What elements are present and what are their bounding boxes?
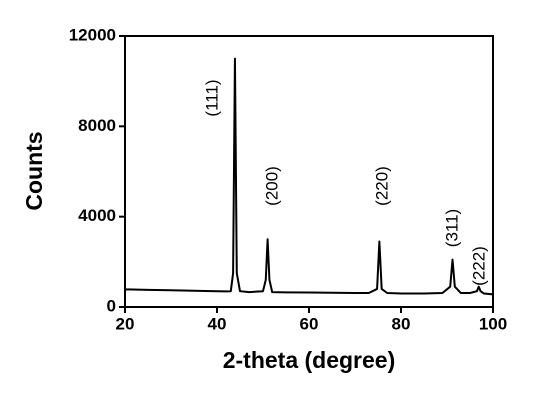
x-tick-label: 60	[300, 314, 319, 333]
y-tick-label: 4000	[78, 206, 116, 225]
y-tick-label: 8000	[78, 116, 116, 135]
y-tick-label: 12000	[69, 25, 116, 44]
x-tick-label: 40	[208, 314, 227, 333]
data-line	[124, 57, 494, 296]
peak-label: (111)	[202, 79, 221, 116]
peak-label: (222)	[469, 246, 488, 286]
x-tick-label: 20	[116, 314, 135, 333]
x-axis-label: 2-theta (degree)	[223, 347, 396, 373]
peak-label: (311)	[442, 209, 461, 247]
peak-label: (200)	[262, 166, 281, 206]
x-tick-label: 100	[479, 314, 507, 333]
peak-label: (220)	[372, 166, 391, 206]
plot-frame	[124, 35, 494, 308]
y-tick-label: 0	[107, 296, 116, 315]
y-axis-label: Counts	[21, 131, 47, 210]
x-tick-label: 80	[392, 314, 411, 333]
